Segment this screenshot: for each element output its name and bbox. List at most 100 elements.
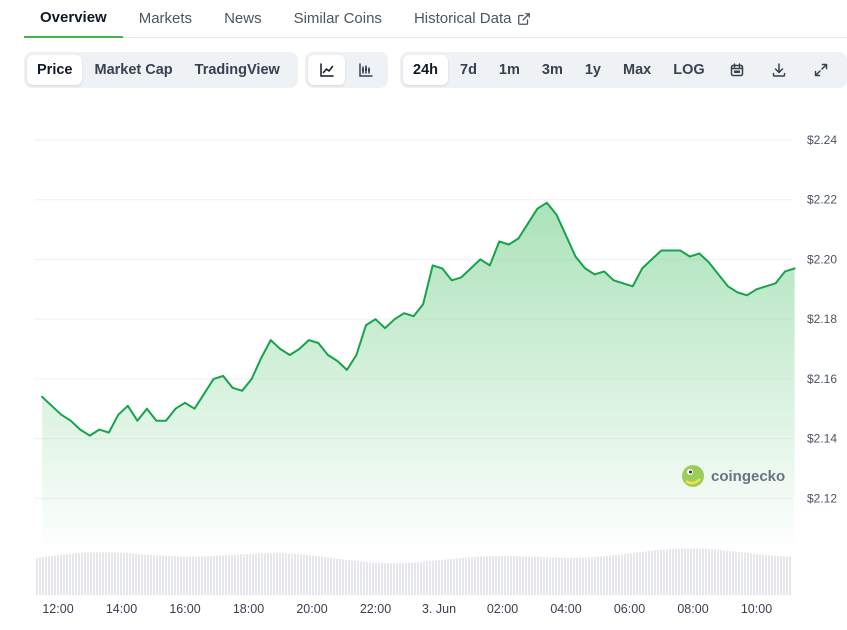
range-1m-button[interactable]: 1m — [498, 62, 520, 78]
download-icon — [772, 63, 785, 77]
volume-bar — [753, 553, 755, 595]
range-1y-button[interactable]: 1y — [584, 62, 601, 78]
volume-bar — [45, 556, 47, 595]
price-point — [89, 434, 91, 437]
volume-bar — [636, 552, 638, 595]
volume-bar — [450, 559, 452, 595]
volume-bar — [771, 555, 773, 595]
price-point — [593, 273, 596, 276]
volume-bar — [519, 556, 521, 595]
range-24h-button[interactable]: 24h — [403, 55, 448, 85]
volume-bar — [213, 555, 215, 595]
price-line[interactable] — [41, 201, 796, 437]
tradingview-button[interactable]: TradingView — [194, 62, 280, 78]
price-point — [774, 282, 777, 285]
coingecko-logo-icon — [682, 465, 704, 487]
price-point — [670, 249, 672, 252]
price-button[interactable]: Price — [27, 55, 83, 85]
volume-bar — [477, 556, 479, 595]
volume-bar — [204, 556, 206, 595]
chart-toolbar: Price Market Cap TradingView 24h 7d 1m 3m 1y Ma… — [24, 52, 847, 88]
range-max-button[interactable]: Max — [623, 62, 652, 78]
volume-bar — [240, 554, 242, 595]
range-7d-button[interactable]: 7d — [460, 62, 477, 78]
y-tick-label: $2.22 — [807, 193, 837, 207]
price-point — [298, 348, 301, 350]
volume-bar — [609, 555, 611, 595]
chart-type-selector: Price Market Cap TradingView — [24, 52, 298, 88]
line-chart-button[interactable] — [308, 55, 345, 85]
volume-bar — [453, 558, 455, 595]
tab-label: Overview — [40, 9, 107, 26]
volume-bar — [702, 548, 704, 595]
volume-bar — [333, 558, 335, 595]
volume-bar — [675, 548, 677, 595]
price-point — [69, 419, 72, 422]
volume-bar — [639, 552, 641, 595]
y-tick-label: $2.20 — [807, 252, 837, 266]
volume-bar — [630, 553, 632, 595]
volume-bar — [681, 548, 683, 595]
volume-bar — [363, 561, 365, 595]
volume-bar — [579, 557, 581, 595]
volume-bar — [138, 553, 140, 595]
volume-bar — [282, 553, 284, 595]
tab-similar-coins[interactable]: Similar Coins — [278, 0, 398, 38]
price-point — [355, 354, 358, 356]
price-point — [184, 402, 186, 404]
volume-bar — [72, 553, 74, 595]
download-button[interactable] — [759, 55, 799, 85]
volume-bar — [147, 554, 149, 595]
tab-markets[interactable]: Markets — [123, 0, 208, 38]
price-point — [327, 354, 329, 356]
price-point — [698, 252, 701, 255]
tab-overview[interactable]: Overview — [24, 0, 123, 38]
x-tick-label: 20:00 — [296, 602, 327, 616]
calendar-button[interactable] — [717, 55, 757, 85]
volume-bar — [444, 559, 446, 595]
price-area-fill — [42, 202, 795, 544]
volume-bar — [498, 555, 500, 595]
volume-bar — [510, 556, 512, 595]
x-tick-label: 12:00 — [42, 602, 73, 616]
price-point — [755, 288, 758, 291]
volume-bar — [303, 554, 305, 595]
volume-bar — [612, 555, 614, 595]
volume-bar — [426, 561, 428, 595]
price-point — [260, 357, 263, 359]
price-point — [736, 291, 739, 294]
volume-bar — [90, 552, 92, 595]
volume-bar — [759, 554, 761, 595]
volume-bar — [441, 559, 443, 595]
price-point — [250, 378, 253, 380]
chart-svg[interactable]: $2.24 $2.22 $2.20 $2.18 $2.16 $2.14 $2.12 12:00… — [0, 100, 847, 630]
volume-bar — [546, 557, 548, 595]
volume-bar — [720, 550, 722, 595]
volume-bar — [789, 556, 791, 595]
volume-bar — [180, 556, 182, 595]
price-point — [222, 375, 224, 377]
range-log-button[interactable]: LOG — [673, 62, 705, 78]
price-point — [365, 324, 367, 326]
tab-historical-data[interactable]: Historical Data — [398, 0, 548, 38]
volume-bar — [195, 556, 197, 595]
volume-bar — [537, 557, 539, 595]
market-cap-button[interactable]: Market Cap — [94, 62, 173, 78]
volume-bar — [717, 549, 719, 595]
range-3m-button[interactable]: 3m — [541, 62, 563, 78]
candlestick-chart-button[interactable] — [347, 55, 384, 85]
price-point — [384, 327, 386, 329]
volume-bar — [372, 562, 374, 595]
price-point — [317, 342, 320, 344]
volume-bar — [726, 550, 728, 595]
price-chart[interactable]: $2.24 $2.22 $2.20 $2.18 $2.16 $2.14 $2.12 12:00… — [0, 100, 847, 630]
tab-news[interactable]: News — [208, 0, 278, 38]
volume-bar — [60, 554, 62, 595]
volume-bar — [582, 557, 584, 595]
volume-bar — [396, 563, 398, 595]
x-tick-label: 18:00 — [233, 602, 264, 616]
volume-bar — [672, 548, 674, 595]
volume-bar — [732, 551, 734, 595]
expand-button[interactable] — [801, 55, 841, 85]
price-point — [393, 318, 396, 320]
